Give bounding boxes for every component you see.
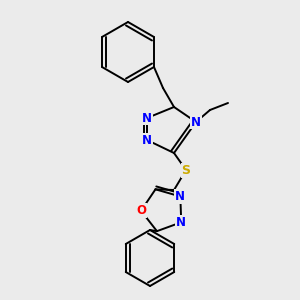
Text: S: S [182,164,190,176]
Text: N: N [176,216,186,229]
Text: N: N [142,112,152,124]
Text: N: N [191,116,201,128]
Text: N: N [142,134,152,146]
Text: N: N [175,190,185,203]
Text: O: O [136,204,146,217]
